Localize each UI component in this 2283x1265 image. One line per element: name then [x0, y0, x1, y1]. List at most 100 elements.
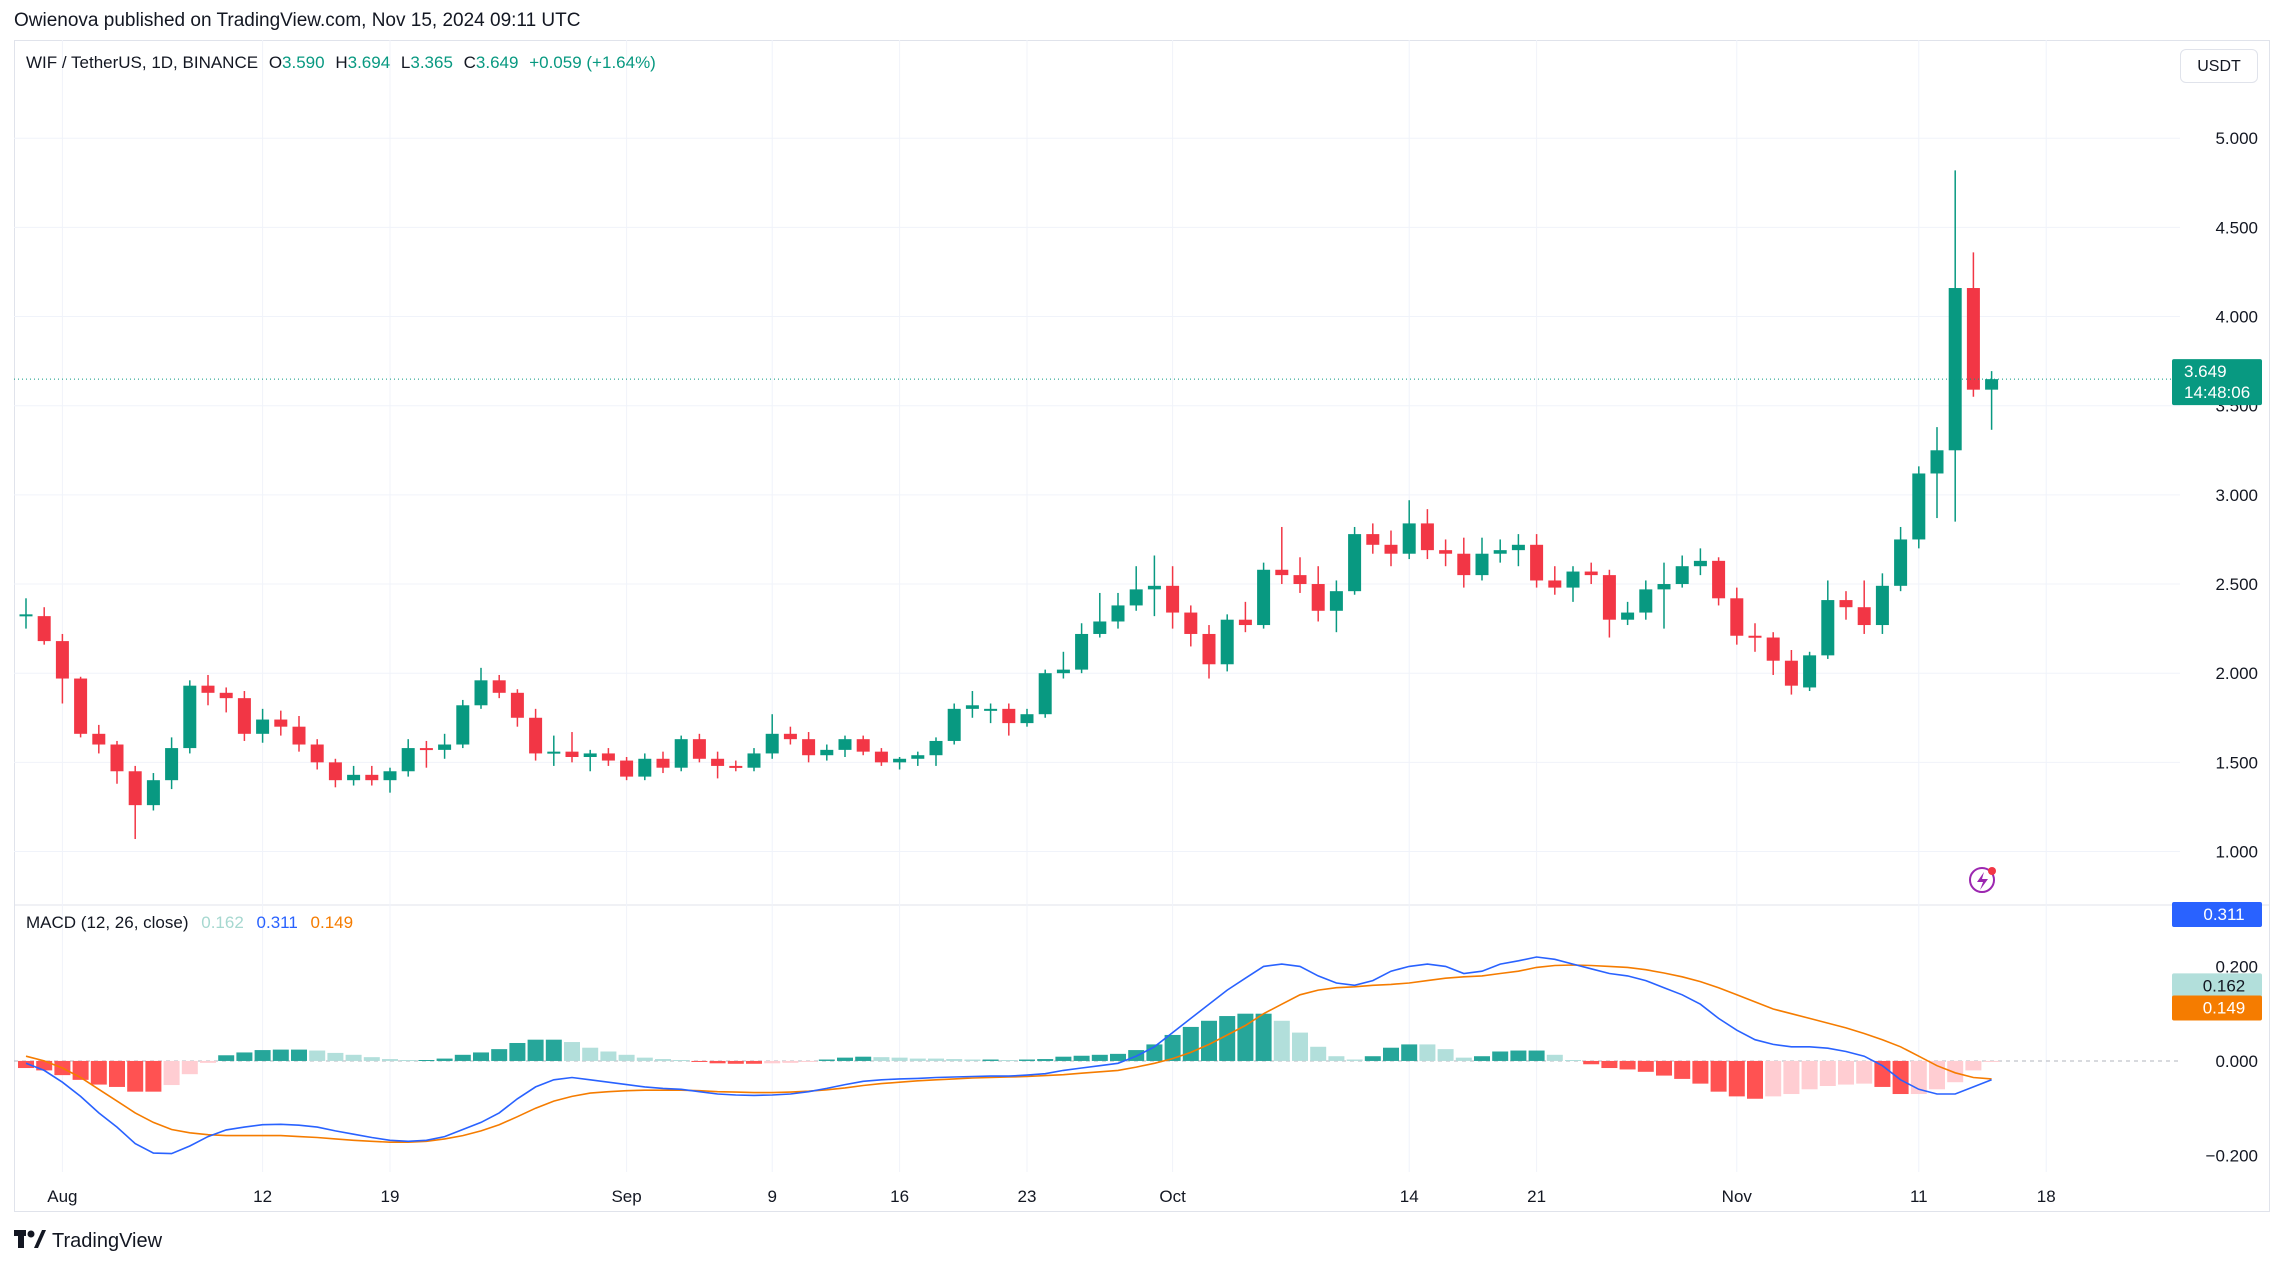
- macd-legend: MACD (12, 26, close) 0.162 0.311 0.149: [26, 913, 353, 933]
- macd-histogram-bar: [90, 1060, 107, 1085]
- candle: [365, 765, 379, 786]
- tradingview-branding[interactable]: TradingView: [14, 1228, 162, 1254]
- candle-body: [347, 774, 361, 781]
- macd-histogram-bar: [1874, 1060, 1891, 1087]
- macd-histogram-bar: [163, 1060, 180, 1086]
- candle-body: [1402, 523, 1416, 554]
- candle-body: [128, 771, 142, 806]
- candle: [1493, 539, 1507, 563]
- candle: [529, 708, 543, 761]
- macd-badge: 0.311: [2203, 905, 2244, 924]
- symbol-legend: WIF / TetherUS, 1D, BINANCE O3.590 H3.69…: [26, 53, 662, 73]
- candle: [92, 724, 106, 754]
- candle: [1457, 537, 1471, 588]
- candle: [201, 674, 215, 706]
- macd-histogram-bar: [837, 1057, 853, 1061]
- candle-body: [1020, 714, 1034, 724]
- candle: [1129, 566, 1143, 611]
- macd-indicator-name[interactable]: MACD (12, 26, close): [26, 913, 189, 932]
- high-value: 3.694: [347, 53, 391, 72]
- candle-body: [474, 680, 488, 706]
- macd-signal-badge: 0.149: [2203, 999, 2246, 1018]
- candle: [55, 633, 69, 704]
- macd-histogram-bar: [545, 1039, 562, 1061]
- candle-body: [747, 753, 761, 768]
- candle: [146, 773, 160, 811]
- candle-body: [711, 758, 725, 766]
- candle: [729, 760, 743, 772]
- macd-histogram-bar: [254, 1050, 271, 1061]
- chart-frame: [14, 40, 2270, 1212]
- price-tick-label: 1.500: [2215, 753, 2258, 772]
- candle-body: [601, 753, 615, 761]
- macd-histogram-bar: [800, 1060, 817, 1062]
- candle: [984, 703, 998, 724]
- symbol-name[interactable]: WIF / TetherUS, 1D, BINANCE: [26, 53, 259, 72]
- price-tick-label: 2.000: [2215, 664, 2258, 683]
- candle-body: [310, 744, 324, 763]
- macd-histogram-bar: [1091, 1054, 1108, 1061]
- macd-tick-label: 0.000: [2215, 1052, 2258, 1071]
- time-tick-label: 19: [381, 1187, 400, 1206]
- macd-histogram-bar: [236, 1052, 253, 1061]
- time-tick-label: Sep: [611, 1187, 641, 1206]
- candle-body: [1475, 553, 1489, 576]
- open-label: O: [268, 53, 283, 72]
- candle-body: [219, 692, 233, 699]
- candle: [510, 689, 524, 727]
- candle: [474, 667, 488, 709]
- candle: [965, 691, 979, 718]
- time-tick-label: 21: [1527, 1187, 1546, 1206]
- candle: [1439, 539, 1453, 567]
- currency-button[interactable]: USDT: [2180, 49, 2258, 83]
- macd-histogram-bar: [636, 1057, 653, 1061]
- candle-body: [565, 751, 579, 757]
- macd-histogram-bar: [1255, 1013, 1272, 1061]
- candle: [711, 751, 725, 779]
- macd-histogram-bar: [363, 1057, 380, 1061]
- candle-body: [1857, 607, 1871, 626]
- candle-body: [1912, 473, 1926, 540]
- candle-body: [1457, 553, 1471, 576]
- macd-histogram-bar: [382, 1059, 398, 1061]
- macd-histogram-bar: [1037, 1059, 1054, 1061]
- candle: [1821, 580, 1835, 659]
- macd-histogram-bar: [454, 1054, 471, 1061]
- candle: [1202, 625, 1216, 679]
- macd-histogram-bar: [1783, 1060, 1800, 1095]
- candle: [274, 710, 288, 736]
- macd-histogram-bar: [1182, 1026, 1199, 1061]
- macd-signal-badge-bg: [2172, 995, 2262, 1021]
- candle-body: [1621, 612, 1635, 620]
- candle-body: [419, 748, 433, 751]
- macd-histogram-bar: [1710, 1060, 1727, 1092]
- candle: [110, 740, 124, 784]
- candle: [1038, 669, 1052, 718]
- candle-body: [146, 780, 160, 806]
- candle: [37, 607, 51, 645]
- candle-body: [911, 755, 925, 759]
- macd-histogram-bar: [1747, 1060, 1763, 1099]
- macd-histogram-bar: [345, 1054, 362, 1061]
- macd-histogram-bar: [1000, 1060, 1017, 1062]
- candle: [1056, 651, 1070, 679]
- open-value: 3.590: [282, 53, 325, 72]
- candle-body: [365, 774, 379, 781]
- candle-body: [37, 616, 51, 642]
- candle-body: [874, 751, 888, 763]
- candle: [1857, 580, 1871, 634]
- candle-body: [1056, 669, 1070, 674]
- candle-body: [765, 733, 779, 754]
- macd-histogram-bar: [1601, 1060, 1618, 1069]
- macd-line-value: 0.311: [256, 913, 298, 932]
- macd-histogram-bar: [1947, 1060, 1964, 1083]
- candle-body: [201, 685, 215, 693]
- macd-histogram-bar: [1364, 1056, 1381, 1061]
- macd-histogram-bar: [1455, 1057, 1472, 1061]
- candle-body: [1712, 560, 1726, 599]
- candle-body: [1038, 673, 1052, 715]
- candle: [1475, 537, 1489, 581]
- macd-histogram-bar: [418, 1060, 435, 1062]
- macd-histogram-bar: [1328, 1056, 1345, 1061]
